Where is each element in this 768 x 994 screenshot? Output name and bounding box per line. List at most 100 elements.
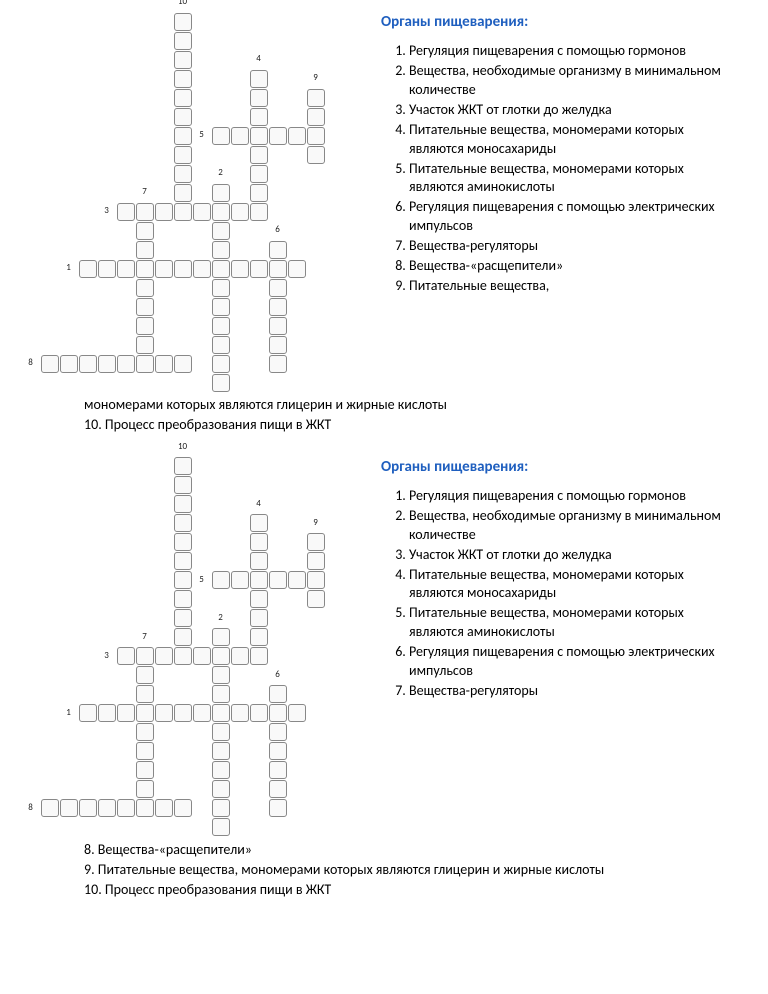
crossword-cell[interactable] (193, 647, 211, 665)
crossword-cell[interactable] (250, 590, 268, 608)
crossword-cell[interactable] (136, 317, 154, 335)
crossword-cell[interactable] (117, 647, 135, 665)
crossword-cell[interactable] (288, 571, 306, 589)
crossword-cell[interactable] (288, 704, 306, 722)
crossword-cell[interactable] (212, 818, 230, 836)
crossword-cell[interactable] (136, 203, 154, 221)
crossword-cell[interactable] (250, 533, 268, 551)
crossword-cell[interactable] (174, 127, 192, 145)
crossword-cell[interactable] (79, 260, 97, 278)
crossword-cell[interactable] (174, 457, 192, 475)
crossword-cell[interactable] (288, 260, 306, 278)
crossword-cell[interactable] (212, 374, 230, 392)
crossword-cell[interactable] (212, 222, 230, 240)
crossword-cell[interactable] (212, 799, 230, 817)
crossword-cell[interactable] (288, 127, 306, 145)
crossword-cell[interactable] (136, 704, 154, 722)
crossword-cell[interactable] (193, 704, 211, 722)
crossword-cell[interactable] (41, 799, 59, 817)
crossword-cell[interactable] (136, 647, 154, 665)
crossword-cell[interactable] (231, 571, 249, 589)
crossword-cell[interactable] (174, 495, 192, 513)
crossword-cell[interactable] (231, 260, 249, 278)
crossword-cell[interactable] (155, 647, 173, 665)
crossword-cell[interactable] (174, 476, 192, 494)
crossword-cell[interactable] (79, 799, 97, 817)
crossword-cell[interactable] (136, 222, 154, 240)
crossword-cell[interactable] (269, 723, 287, 741)
crossword-cell[interactable] (174, 203, 192, 221)
crossword-cell[interactable] (250, 628, 268, 646)
crossword-cell[interactable] (174, 32, 192, 50)
crossword-cell[interactable] (155, 799, 173, 817)
crossword-cell[interactable] (136, 298, 154, 316)
crossword-cell[interactable] (212, 241, 230, 259)
crossword-cell[interactable] (212, 355, 230, 373)
crossword-cell[interactable] (155, 260, 173, 278)
crossword-cell[interactable] (250, 146, 268, 164)
crossword-cell[interactable] (250, 552, 268, 570)
crossword-cell[interactable] (212, 127, 230, 145)
crossword-cell[interactable] (212, 184, 230, 202)
crossword-cell[interactable] (174, 51, 192, 69)
crossword-cell[interactable] (136, 260, 154, 278)
crossword-cell[interactable] (212, 647, 230, 665)
crossword-cell[interactable] (269, 571, 287, 589)
crossword-cell[interactable] (136, 742, 154, 760)
crossword-cell[interactable] (174, 146, 192, 164)
crossword-cell[interactable] (79, 704, 97, 722)
crossword-cell[interactable] (212, 203, 230, 221)
crossword-cell[interactable] (136, 780, 154, 798)
crossword-cell[interactable] (174, 70, 192, 88)
crossword-cell[interactable] (212, 260, 230, 278)
crossword-cell[interactable] (307, 533, 325, 551)
crossword-cell[interactable] (269, 336, 287, 354)
crossword-cell[interactable] (174, 184, 192, 202)
crossword-cell[interactable] (193, 260, 211, 278)
crossword-cell[interactable] (136, 336, 154, 354)
crossword-cell[interactable] (174, 590, 192, 608)
crossword-cell[interactable] (193, 203, 211, 221)
crossword-cell[interactable] (269, 298, 287, 316)
crossword-cell[interactable] (174, 628, 192, 646)
crossword-cell[interactable] (269, 260, 287, 278)
crossword-cell[interactable] (212, 723, 230, 741)
crossword-cell[interactable] (212, 780, 230, 798)
crossword-cell[interactable] (174, 552, 192, 570)
crossword-cell[interactable] (269, 127, 287, 145)
crossword-cell[interactable] (117, 799, 135, 817)
crossword-cell[interactable] (250, 165, 268, 183)
crossword-cell[interactable] (155, 355, 173, 373)
crossword-cell[interactable] (174, 260, 192, 278)
crossword-cell[interactable] (307, 571, 325, 589)
crossword-cell[interactable] (307, 89, 325, 107)
crossword-cell[interactable] (155, 203, 173, 221)
crossword-cell[interactable] (136, 279, 154, 297)
crossword-cell[interactable] (136, 685, 154, 703)
crossword-cell[interactable] (60, 355, 78, 373)
crossword-cell[interactable] (174, 355, 192, 373)
crossword-cell[interactable] (250, 108, 268, 126)
crossword-cell[interactable] (212, 685, 230, 703)
crossword-cell[interactable] (174, 514, 192, 532)
crossword-cell[interactable] (117, 704, 135, 722)
crossword-cell[interactable] (250, 514, 268, 532)
crossword-cell[interactable] (269, 241, 287, 259)
crossword-cell[interactable] (250, 70, 268, 88)
crossword-cell[interactable] (212, 279, 230, 297)
crossword-cell[interactable] (136, 799, 154, 817)
crossword-cell[interactable] (136, 761, 154, 779)
crossword-cell[interactable] (174, 704, 192, 722)
crossword-cell[interactable] (41, 355, 59, 373)
crossword-cell[interactable] (250, 571, 268, 589)
crossword-cell[interactable] (269, 799, 287, 817)
crossword-cell[interactable] (250, 89, 268, 107)
crossword-cell[interactable] (79, 355, 97, 373)
crossword-cell[interactable] (269, 704, 287, 722)
crossword-cell[interactable] (212, 742, 230, 760)
crossword-cell[interactable] (98, 799, 116, 817)
crossword-cell[interactable] (269, 761, 287, 779)
crossword-cell[interactable] (117, 203, 135, 221)
crossword-cell[interactable] (117, 355, 135, 373)
crossword-cell[interactable] (250, 704, 268, 722)
